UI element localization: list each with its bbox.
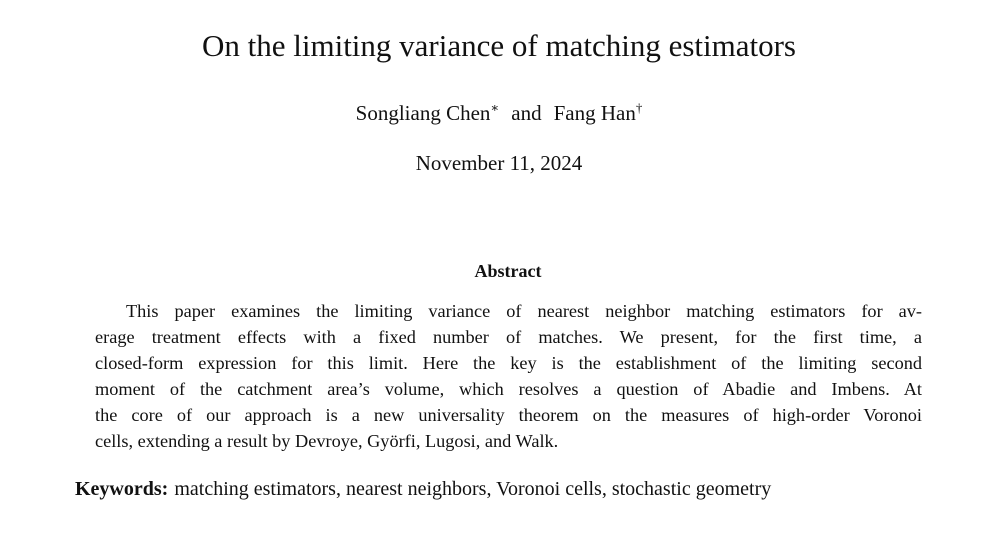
keywords-text: matching estimators, nearest neighbors, … <box>174 478 772 500</box>
keywords-label: Keywords: <box>75 478 169 500</box>
author-mark: † <box>635 100 643 115</box>
authors: Songliang Chen∗ and Fang Han† <box>0 100 998 126</box>
date: November 11, 2024 <box>415 151 583 175</box>
author-separator: and <box>511 101 542 125</box>
abstract-line: cells, extending a result by Devroye, Gy… <box>95 431 559 451</box>
abstract-line: closed-form expression for this limit. H… <box>95 353 922 373</box>
author-name: Songliang Chen <box>355 101 491 125</box>
abstract-line: erage treatment effects with a fixed num… <box>95 327 922 347</box>
abstract-body: This paper examines the limiting varianc… <box>95 298 922 454</box>
abstract-line: moment of the catchment area’s volume, w… <box>95 379 922 399</box>
author-name: Fang Han <box>553 101 636 125</box>
abstract-line: the core of our approach is a new univer… <box>95 405 922 425</box>
paper-title: On the limiting variance of matching est… <box>201 28 796 63</box>
author-mark: ∗ <box>490 100 500 115</box>
keywords: Keywords: matching estimators, nearest ne… <box>75 478 771 501</box>
abstract-line: This paper examines the limiting varianc… <box>126 301 922 321</box>
abstract-heading: Abstract <box>474 261 542 281</box>
